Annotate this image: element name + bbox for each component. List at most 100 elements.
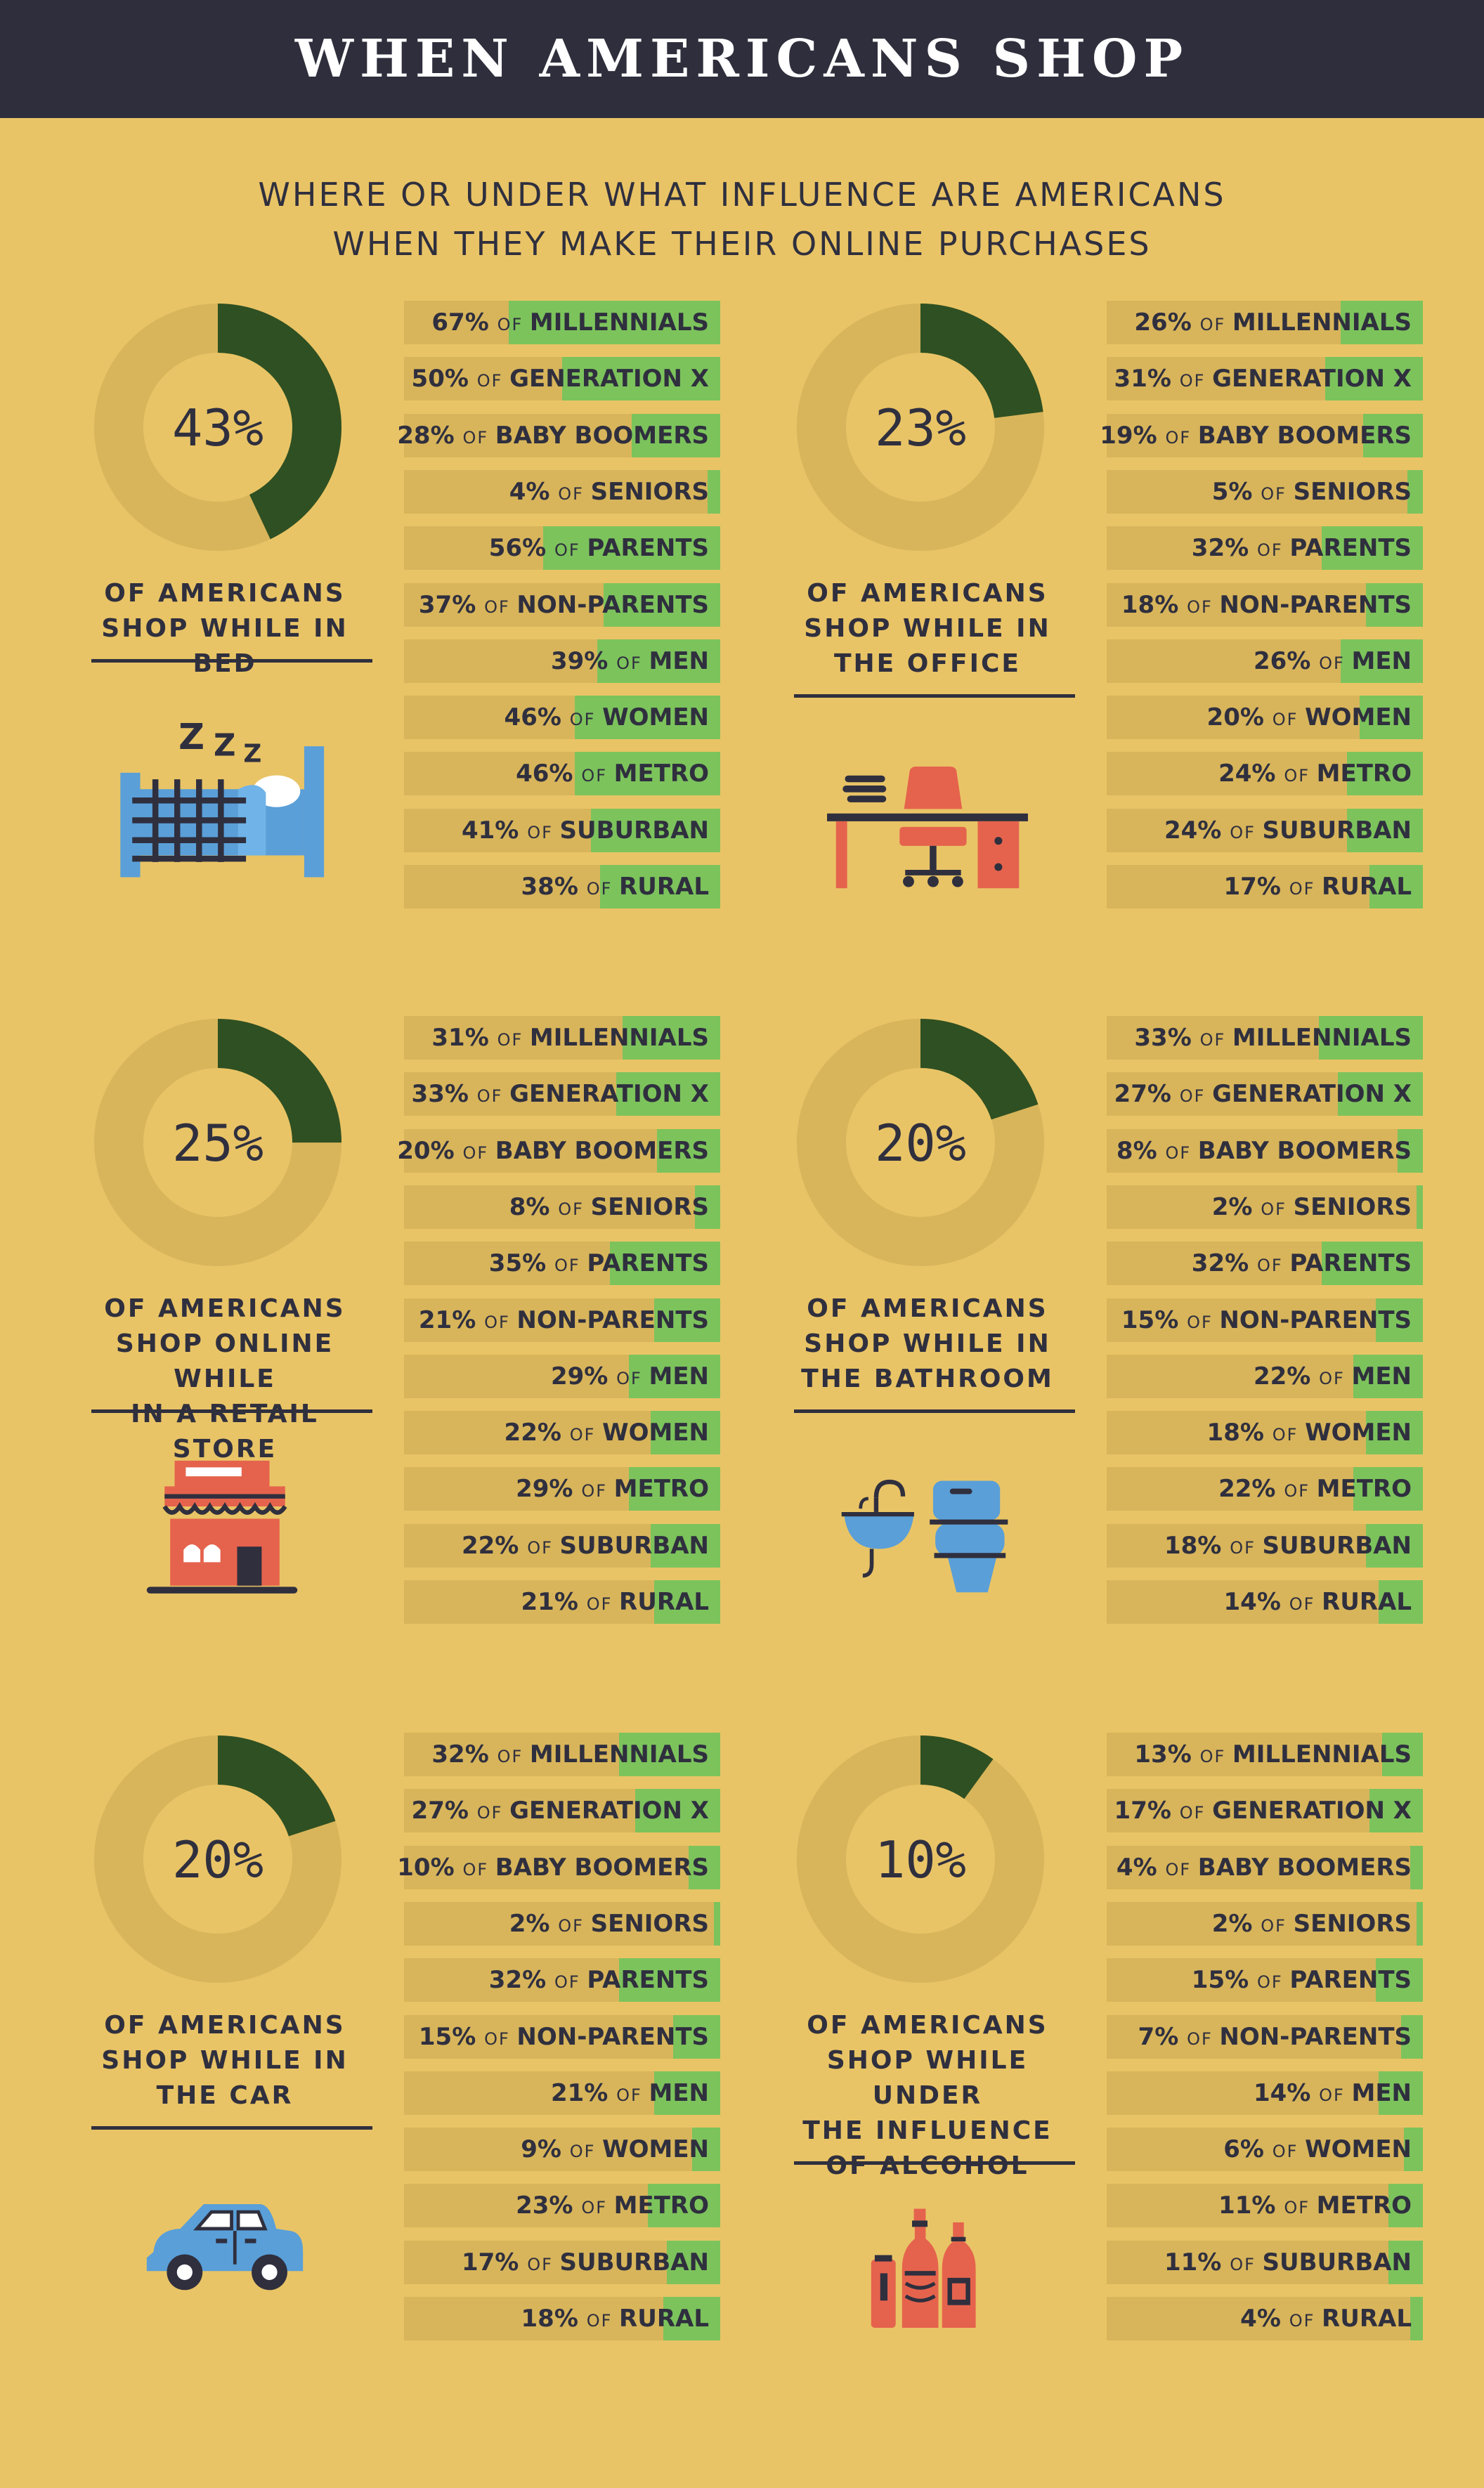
bar-category: SENIORS bbox=[1293, 478, 1412, 506]
donut-percent-label: 10% bbox=[875, 1830, 966, 1889]
bar-fill bbox=[600, 865, 720, 908]
bar-millennials: 33% OF MILLENNIALS bbox=[1107, 1016, 1423, 1060]
bar-category: MEN bbox=[1351, 647, 1412, 675]
bar-category: MEN bbox=[649, 647, 709, 675]
bar-label: 11% OF SUBURBAN bbox=[1164, 2241, 1412, 2284]
panel-bathroom: 20% OF AMERICANS SHOP WHILE IN THE BATHROOM… bbox=[787, 1016, 1484, 1648]
bar-of: OF bbox=[484, 2029, 517, 2049]
bar-category: SUBURBAN bbox=[1262, 1532, 1412, 1560]
bar-of: OF bbox=[1289, 2311, 1322, 2331]
bar-of: OF bbox=[558, 484, 591, 504]
bar-value: 29% bbox=[550, 1362, 617, 1390]
bar-value: 29% bbox=[516, 1475, 582, 1503]
bar-label: 22% OF SUBURBAN bbox=[462, 1524, 709, 1568]
bar-of: OF bbox=[1272, 2142, 1306, 2161]
bar-suburban: 22% OF SUBURBAN bbox=[404, 1524, 720, 1568]
bar-of: OF bbox=[558, 1916, 591, 1936]
bar-value: 50% bbox=[411, 365, 477, 393]
description-line: SHOP WHILE IN BED bbox=[101, 614, 349, 678]
bar-non-parents: 18% OF NON-PARENTS bbox=[1107, 583, 1423, 627]
bar-baby-boomers: 10% OF BABY BOOMERS bbox=[397, 1846, 720, 1889]
bar-seniors: 5% OF SENIORS bbox=[1107, 470, 1423, 514]
bar-label: 17% OF SUBURBAN bbox=[462, 2241, 709, 2284]
bar-of: OF bbox=[569, 1425, 603, 1445]
bar-value: 32% bbox=[1191, 1249, 1258, 1277]
bar-category: SUBURBAN bbox=[559, 816, 709, 845]
bar-category: MILLENNIALS bbox=[1232, 1740, 1412, 1769]
bar-metro: 24% OF METRO bbox=[1107, 752, 1423, 795]
bar-fill bbox=[653, 2071, 720, 2115]
bar-fill bbox=[575, 752, 720, 795]
bar-label: 8% OF SENIORS bbox=[509, 1185, 709, 1229]
bar-label: 15% OF PARENTS bbox=[1192, 1958, 1412, 2002]
bar-of: OF bbox=[476, 1803, 510, 1823]
bar-baby-boomers: 20% OF BABY BOOMERS bbox=[397, 1129, 720, 1173]
bar-of: OF bbox=[1179, 1803, 1213, 1823]
panel-retail-store: 25% OF AMERICANS SHOP ONLINE WHILE IN A RET… bbox=[84, 1016, 787, 1648]
bar-fill bbox=[647, 2184, 720, 2227]
bar-label: 2% OF SENIORS bbox=[1212, 1902, 1412, 1946]
bar-category: GENERATION X bbox=[509, 365, 709, 393]
bar-fill bbox=[1375, 1298, 1423, 1342]
bar-category: SENIORS bbox=[590, 478, 709, 506]
bar-category: RURAL bbox=[619, 873, 709, 901]
description-line: THE BATHROOM bbox=[801, 1365, 1054, 1393]
bar-value: 17% bbox=[1114, 1797, 1180, 1825]
bar-of: OF bbox=[1257, 1972, 1290, 1992]
bar-non-parents: 15% OF NON-PARENTS bbox=[404, 2015, 720, 2059]
bar-rural: 14% OF RURAL bbox=[1107, 1580, 1423, 1624]
bar-category: METRO bbox=[613, 2191, 709, 2220]
bar-label: 37% OF NON-PARENTS bbox=[419, 583, 709, 627]
donut-chart: 20% bbox=[94, 1735, 341, 1983]
bar-metro: 46% OF METRO bbox=[404, 752, 720, 795]
bar-label: 23% OF METRO bbox=[516, 2184, 709, 2227]
bar-category: WOMEN bbox=[1305, 1419, 1412, 1447]
description-line: THE INFLUENCE bbox=[802, 2116, 1053, 2145]
bar-category: MILLENNIALS bbox=[529, 1024, 709, 1052]
bar-label: 18% OF NON-PARENTS bbox=[1121, 583, 1412, 627]
bar-fill bbox=[1366, 583, 1423, 627]
bar-label: 4% OF RURAL bbox=[1240, 2297, 1412, 2340]
bar-value: 32% bbox=[488, 1966, 555, 1994]
bar-category: PARENTS bbox=[1289, 534, 1412, 562]
bar-fill bbox=[691, 2128, 720, 2171]
donut-chart: 43% bbox=[94, 304, 341, 551]
bar-of: OF bbox=[1165, 428, 1198, 448]
bar-value: 17% bbox=[461, 2248, 528, 2277]
bar-generation-x: 33% OF GENERATION X bbox=[404, 1072, 720, 1116]
donut-segment bbox=[94, 1019, 341, 1266]
bar-men: 29% OF MEN bbox=[404, 1355, 720, 1398]
bar-of: OF bbox=[554, 1256, 587, 1275]
bar-label: 20% OF BABY BOOMERS bbox=[397, 1129, 709, 1173]
bar-baby-boomers: 8% OF BABY BOOMERS bbox=[1107, 1129, 1423, 1173]
bar-of: OF bbox=[569, 2142, 603, 2161]
bar-label: 26% OF MEN bbox=[1254, 639, 1412, 683]
bar-fill bbox=[695, 1185, 720, 1229]
bar-value: 7% bbox=[1138, 2023, 1187, 2051]
bar-fill bbox=[1347, 809, 1423, 852]
bar-value: 33% bbox=[411, 1080, 477, 1108]
bar-seniors: 8% OF SENIORS bbox=[404, 1185, 720, 1229]
bar-value: 10% bbox=[397, 1854, 463, 1882]
bar-category: PARENTS bbox=[1289, 1249, 1412, 1277]
bar-generation-x: 27% OF GENERATION X bbox=[1107, 1072, 1423, 1116]
bar-category: METRO bbox=[613, 760, 709, 788]
bar-of: OF bbox=[1261, 1916, 1294, 1936]
bar-of: OF bbox=[1261, 1199, 1294, 1219]
bar-category: METRO bbox=[1316, 1475, 1412, 1503]
donut-segment bbox=[797, 1735, 1044, 1983]
bar-baby-boomers: 4% OF BABY BOOMERS bbox=[1107, 1846, 1423, 1889]
bar-value: 2% bbox=[1211, 1193, 1261, 1221]
bar-fill bbox=[628, 1355, 720, 1398]
bar-label: 17% OF GENERATION X bbox=[1114, 1789, 1412, 1832]
description-line: SHOP ONLINE WHILE bbox=[115, 1329, 334, 1393]
bar-label: 11% OF METRO bbox=[1218, 2184, 1412, 2227]
bar-category: MEN bbox=[649, 1362, 709, 1390]
bar-category: METRO bbox=[1316, 760, 1412, 788]
bar-fill bbox=[1337, 1072, 1423, 1116]
panel-description: OF AMERICANS SHOP WHILE IN THE OFFICE bbox=[787, 576, 1068, 682]
bar-category: NON-PARENTS bbox=[1219, 591, 1412, 619]
panel-bed: 43% OF AMERICANS SHOP WHILE IN BED Z Z Z 6… bbox=[84, 301, 787, 933]
bar-label: 32% OF PARENTS bbox=[1192, 1242, 1412, 1285]
divider bbox=[794, 694, 1075, 698]
